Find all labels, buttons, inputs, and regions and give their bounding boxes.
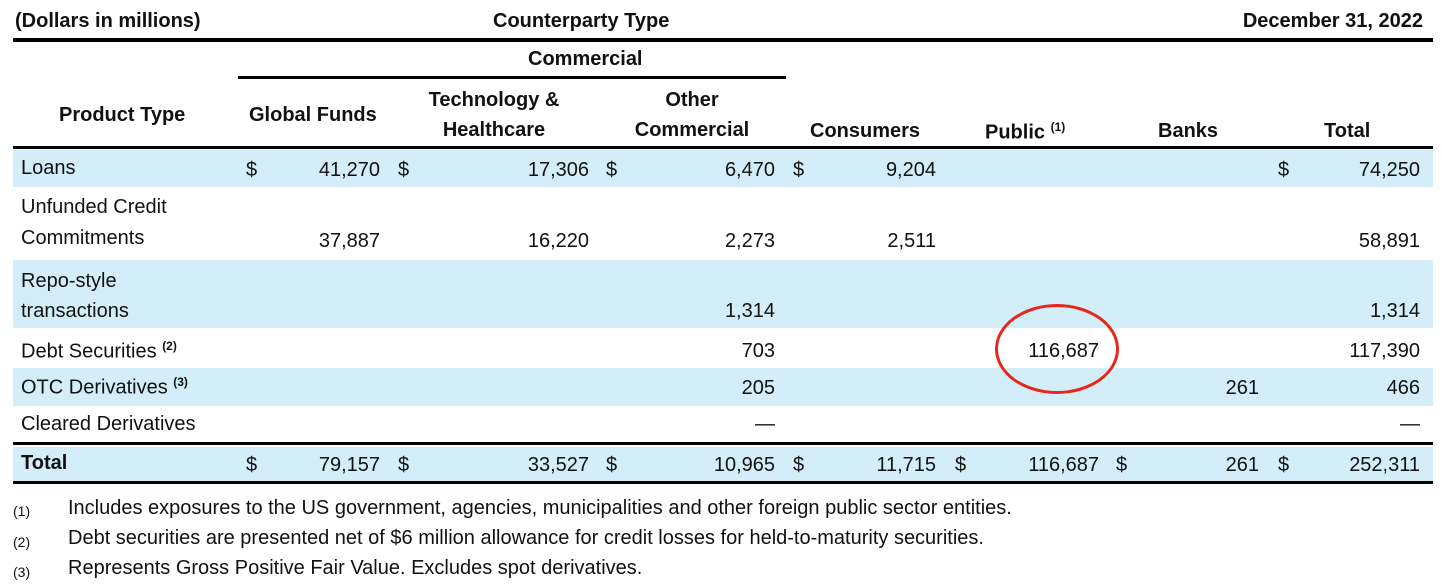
cell-global: 41,270 bbox=[318, 159, 380, 181]
cell-tech: 16,220 bbox=[527, 230, 589, 252]
cell-consumers: 11,715 bbox=[876, 454, 936, 476]
cell-total: 58,891 bbox=[1358, 230, 1420, 252]
public-footnote-ref: (1) bbox=[1050, 120, 1066, 134]
col-global-funds: Global Funds bbox=[249, 104, 377, 126]
currency-symbol: $ bbox=[955, 454, 967, 476]
footnote-text: Includes exposures to the US government,… bbox=[68, 497, 1012, 519]
cell-public: 116,687 bbox=[1028, 454, 1099, 476]
currency-symbol: $ bbox=[793, 159, 805, 181]
cell-total: 1,314 bbox=[1369, 300, 1420, 322]
date-label: December 31, 2022 bbox=[1242, 10, 1423, 32]
cell-other: 6,470 bbox=[724, 159, 775, 181]
row-label-line1: Unfunded Credit bbox=[21, 196, 167, 218]
commercial-group-header: Commercial bbox=[528, 48, 643, 70]
cell-other: — bbox=[755, 413, 775, 435]
cell-total: 117,390 bbox=[1349, 340, 1420, 362]
row-label: Debt Securities (2) bbox=[21, 339, 177, 363]
currency-symbol: $ bbox=[246, 454, 258, 476]
col-total: Total bbox=[1324, 120, 1371, 142]
cell-other: 10,965 bbox=[713, 454, 775, 476]
cell-consumers: 2,511 bbox=[887, 230, 936, 252]
col-consumers: Consumers bbox=[810, 120, 921, 142]
row-label-line2: Commitments bbox=[21, 227, 145, 249]
otc-footnote-ref: (3) bbox=[173, 375, 188, 389]
footnote-text: Represents Gross Positive Fair Value. Ex… bbox=[68, 557, 643, 579]
currency-symbol: $ bbox=[606, 159, 618, 181]
units-label: (Dollars in millions) bbox=[15, 10, 201, 32]
cell-tech: 17,306 bbox=[527, 159, 589, 181]
col-banks: Banks bbox=[1158, 120, 1219, 142]
currency-symbol: $ bbox=[1116, 454, 1128, 476]
col-tech-line1: Technology & bbox=[428, 89, 560, 111]
currency-symbol: $ bbox=[606, 454, 618, 476]
row-band-otc bbox=[13, 368, 1433, 406]
cell-consumers: 9,204 bbox=[885, 159, 936, 181]
row-band-total bbox=[13, 447, 1433, 481]
cell-other: 1,314 bbox=[724, 300, 775, 322]
cell-global: 79,157 bbox=[318, 454, 380, 476]
cell-global: 37,887 bbox=[318, 230, 380, 252]
row-label: Cleared Derivatives bbox=[21, 413, 196, 435]
row-label-line1: Repo-style bbox=[21, 270, 117, 292]
top-rule bbox=[13, 38, 1433, 42]
footnote-number: (2) bbox=[13, 534, 31, 550]
cell-other: 703 bbox=[741, 340, 775, 362]
cell-total: 252,311 bbox=[1349, 454, 1420, 476]
col-public: Public (1) bbox=[985, 120, 1066, 144]
commercial-rule bbox=[238, 76, 786, 79]
cell-banks: 261 bbox=[1225, 454, 1259, 476]
cell-other: 205 bbox=[741, 377, 775, 399]
col-other-line2: Commercial bbox=[634, 119, 750, 141]
currency-symbol: $ bbox=[398, 454, 410, 476]
highlight-circle bbox=[995, 304, 1119, 394]
cell-total: 466 bbox=[1386, 377, 1420, 399]
col-tech-line2: Healthcare bbox=[442, 119, 546, 141]
col-product-type: Product Type bbox=[59, 104, 186, 126]
total-top-rule bbox=[13, 442, 1433, 445]
header-rule bbox=[13, 146, 1433, 149]
row-label-line2: transactions bbox=[21, 300, 129, 322]
footnote-text: Debt securities are presented net of $6 … bbox=[68, 527, 984, 549]
total-bottom-rule bbox=[13, 481, 1433, 484]
row-label: Total bbox=[21, 452, 68, 474]
currency-symbol: $ bbox=[398, 159, 410, 181]
row-label: Loans bbox=[21, 157, 76, 179]
footnote-number: (1) bbox=[13, 503, 31, 519]
currency-symbol: $ bbox=[1278, 454, 1290, 476]
row-band-repo bbox=[13, 260, 1433, 328]
cell-tech: 33,527 bbox=[527, 454, 589, 476]
row-label: OTC Derivatives (3) bbox=[21, 375, 188, 399]
footnote-number: (3) bbox=[13, 564, 31, 580]
currency-symbol: $ bbox=[793, 454, 805, 476]
currency-symbol: $ bbox=[1278, 159, 1290, 181]
col-other-line1: Other bbox=[665, 89, 719, 111]
cell-other: 2,273 bbox=[724, 230, 775, 252]
counterparty-type-title: Counterparty Type bbox=[493, 10, 670, 32]
row-band-loans bbox=[13, 150, 1433, 187]
cell-total: — bbox=[1400, 413, 1420, 435]
cell-total: 74,250 bbox=[1358, 159, 1420, 181]
currency-symbol: $ bbox=[246, 159, 258, 181]
cell-banks: 261 bbox=[1225, 377, 1259, 399]
debt-footnote-ref: (2) bbox=[162, 339, 177, 353]
